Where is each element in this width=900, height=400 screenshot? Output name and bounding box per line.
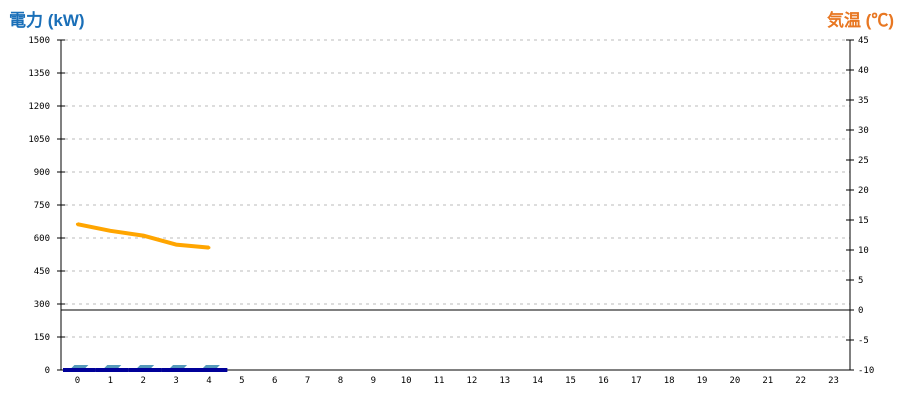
right-tick-label: -10 [858,366,874,376]
power-bar [194,368,228,372]
x-tick-label: 16 [598,376,609,386]
right-tick-label: 45 [858,36,869,46]
left-tick-label: 300 [34,300,50,310]
temperature-point [108,229,112,233]
left-tick-label: 900 [34,168,50,178]
right-tick-label: 30 [858,126,869,136]
left-tick-label: 1050 [28,135,50,145]
x-tick-label: 17 [631,376,642,386]
left-tick-label: 0 [45,366,50,376]
right-axis-title: 気温 (℃) [826,11,894,30]
x-tick-label: 22 [795,376,806,386]
right-tick-label: 5 [858,276,863,286]
x-tick-label: 11 [434,376,445,386]
x-tick-label: 10 [401,376,412,386]
x-tick-label: 7 [305,376,310,386]
x-tick-label: 20 [730,376,741,386]
power-bar-top [202,365,220,368]
power-bar [63,368,96,372]
x-tick-label: 3 [173,376,178,386]
x-tick-label: 0 [75,376,80,386]
x-tick-label: 9 [371,376,376,386]
x-tick-label: 8 [338,376,343,386]
x-tick-label: 21 [762,376,773,386]
power-bar [95,368,129,372]
power-bar-top [137,365,155,368]
left-tick-label: 600 [34,234,50,244]
right-tick-label: -5 [858,336,869,346]
x-tick-label: 14 [532,376,543,386]
temperature-point [174,243,178,247]
left-tick-label: 750 [34,201,50,211]
left-axis-title: 電力 (kW) [9,11,85,30]
power-bar-top [71,365,89,368]
right-tick-label: 10 [858,246,869,256]
right-tick-label: 35 [858,96,869,106]
x-tick-label: 1 [108,376,113,386]
temperature-point [207,246,211,250]
right-tick-label: 0 [858,306,863,316]
temperature-point [141,234,145,238]
x-tick-label: 5 [239,376,244,386]
x-tick-label: 6 [272,376,277,386]
temperature-point [75,222,79,226]
x-tick-label: 13 [499,376,510,386]
power-bar-top [170,365,188,368]
right-tick-label: 25 [858,156,869,166]
right-tick-label: 40 [858,66,869,76]
power-bar [161,368,195,372]
x-tick-label: 18 [664,376,675,386]
power-bar [128,368,162,372]
x-tick-label: 23 [828,376,839,386]
x-tick-label: 12 [467,376,478,386]
power-bar-top [104,365,122,368]
x-tick-label: 19 [697,376,708,386]
left-tick-label: 150 [34,333,50,343]
right-tick-label: 15 [858,216,869,226]
x-tick-label: 2 [140,376,145,386]
left-tick-label: 1200 [28,102,50,112]
left-tick-label: 450 [34,267,50,277]
x-tick-label: 4 [206,376,211,386]
left-tick-label: 1350 [28,69,50,79]
x-tick-label: 15 [565,376,576,386]
left-tick-label: 1500 [28,36,50,46]
right-tick-label: 20 [858,186,869,196]
